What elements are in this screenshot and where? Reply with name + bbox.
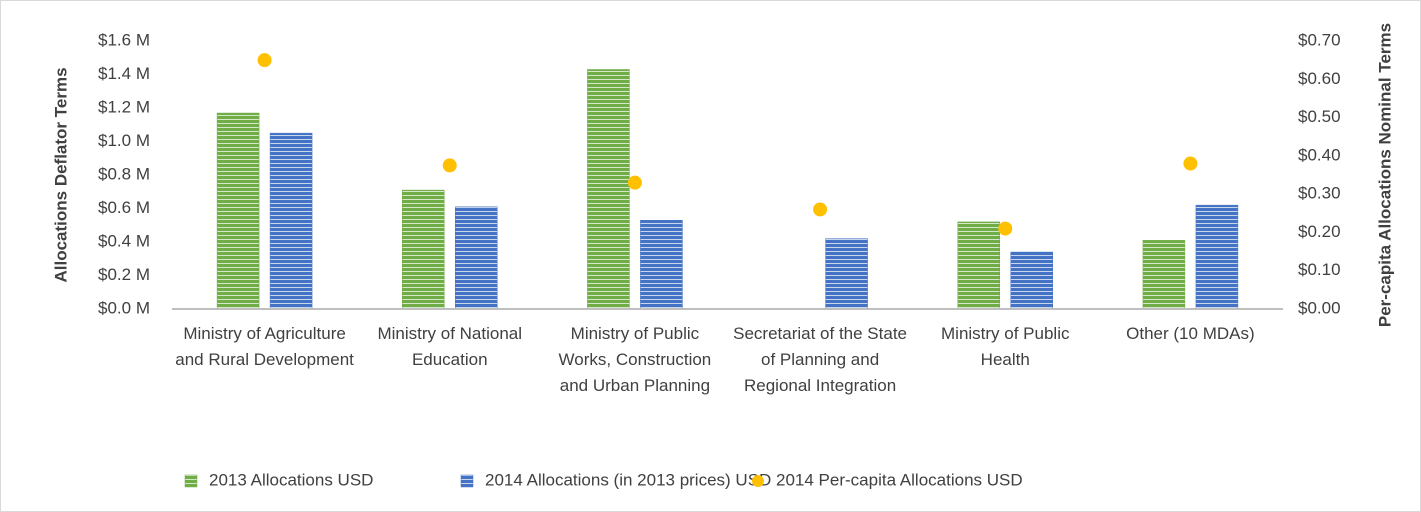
dot (442, 158, 457, 173)
y-tick-label: $1.2 M (98, 97, 150, 116)
y2-tick-label: $0.00 (1298, 298, 1341, 317)
x-tick-label: Secretariat of the State of Planning and… (733, 324, 908, 395)
bar (825, 238, 868, 310)
dot (813, 202, 828, 217)
y-tick-label: $0.8 M (98, 164, 150, 183)
dot (998, 221, 1013, 236)
bar (1195, 204, 1239, 310)
y-axis-title: Allocations Deflator Terms (51, 67, 70, 282)
y-tick-label: $1.0 M (98, 131, 150, 150)
legend-label: 2014 Per-capita Allocations USD (776, 470, 1023, 489)
legend-swatch (752, 475, 764, 487)
y-tick-label: $0.6 M (98, 198, 150, 217)
y-tick-label: $0.2 M (98, 265, 150, 284)
bar (216, 112, 260, 310)
y2-tick-label: $0.30 (1298, 184, 1341, 203)
x-tick-label: Other (10 MDAs) (1126, 324, 1255, 343)
bar (587, 69, 630, 310)
y-tick-label: $0.0 M (98, 298, 150, 317)
bar (455, 206, 498, 310)
y-tick-label: $1.4 M (98, 64, 150, 83)
legend-label: 2013 Allocations USD (209, 470, 373, 489)
y2-tick-label: $0.40 (1298, 145, 1341, 164)
bar (1010, 251, 1053, 310)
y2-tick-label: $0.60 (1298, 69, 1341, 88)
y2-tick-label: $0.20 (1298, 222, 1341, 241)
legend-swatch (460, 474, 474, 488)
y2-axis-title: Per-capita Allocations Nominal Terms (1375, 23, 1394, 327)
bar (1142, 240, 1186, 310)
dot (1183, 156, 1198, 171)
x-tick-label: Ministry of National Education (377, 324, 523, 369)
y2-tick-label: $0.10 (1298, 260, 1341, 279)
bar (269, 132, 313, 310)
y2-tick-label: $0.70 (1298, 30, 1341, 49)
legend-label: 2014 Allocations (in 2013 prices) USD (485, 470, 771, 489)
legend-swatch (184, 474, 198, 488)
y-tick-label: $1.6 M (98, 30, 150, 49)
bar (957, 221, 1000, 310)
x-tick-label: Ministry of Public Works, Construction a… (558, 324, 712, 395)
bar (640, 219, 683, 310)
x-tick-label: Ministry of Agriculture and Rural Develo… (175, 324, 354, 369)
y2-tick-label: $0.50 (1298, 107, 1341, 126)
y-tick-label: $0.4 M (98, 231, 150, 250)
dot (627, 175, 642, 190)
bar (402, 189, 445, 310)
dot (257, 53, 272, 68)
x-tick-label: Ministry of Public Health (941, 324, 1070, 369)
